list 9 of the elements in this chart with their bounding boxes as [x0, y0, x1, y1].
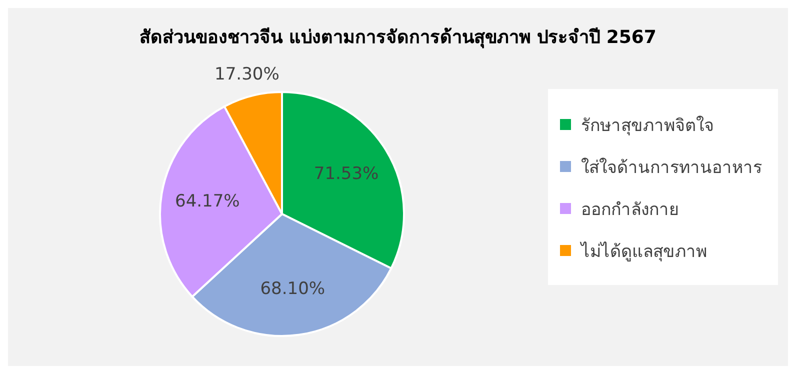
legend-label: รักษาสุขภาพจิตใจ	[581, 114, 714, 138]
chart-title: สัดส่วนของชาวจีน แบ่งตามการจัดการด้านสุขภาพ ประจำปี 2567	[138, 26, 658, 50]
data-label: 17.30%	[214, 64, 280, 84]
data-label: 64.17%	[175, 191, 240, 212]
data-label: 71.53%	[314, 164, 379, 184]
legend-label: ออกกำลังกาย	[581, 198, 679, 222]
legend-label: ใส่ใจด้านการทานอาหาร	[581, 156, 762, 180]
legend-label: ไม่ได้ดูแลสุขภาพ	[581, 240, 707, 264]
data-label: 68.10%	[260, 278, 326, 299]
